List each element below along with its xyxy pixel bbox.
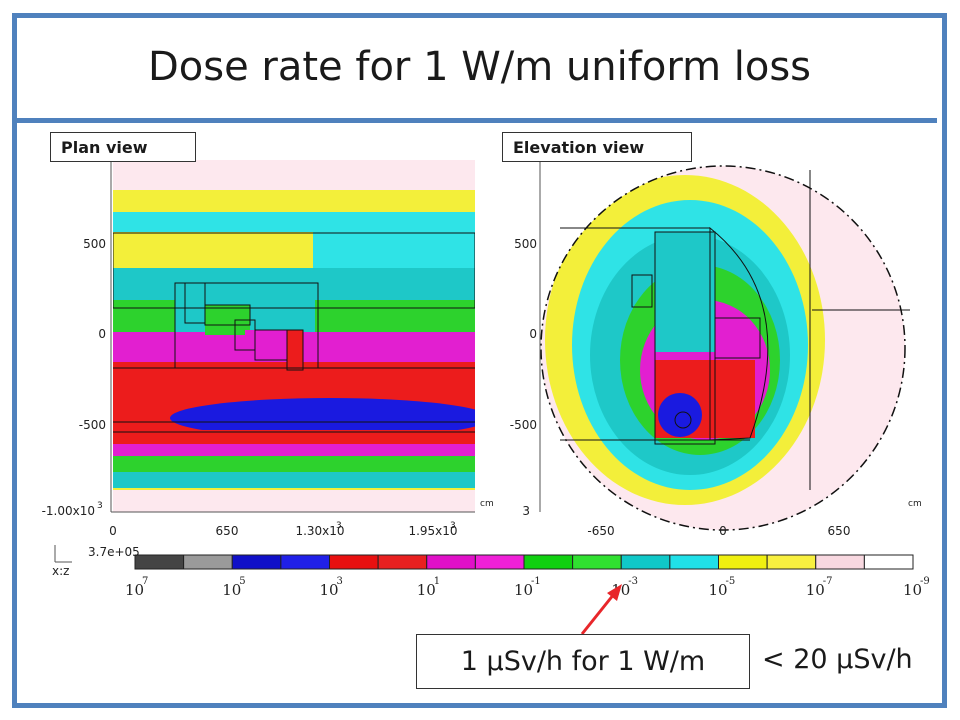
elevation-view-label: Elevation view <box>502 132 692 162</box>
elevation-view-ticks: 500 0 -500 3 -650 0 650 cm <box>510 237 922 538</box>
colorbar-tick-exponent: -7 <box>823 576 833 587</box>
colorbar-swatch <box>183 554 233 570</box>
slide-frame <box>12 13 947 708</box>
plan-ytick-minus1000: -1.00x10 <box>42 504 95 518</box>
colorbar-tick-exponent: 5 <box>239 576 245 587</box>
elev-xtick-0: 0 <box>719 524 727 538</box>
plan-unit: cm <box>480 499 494 509</box>
colorbar-swatch <box>329 554 379 570</box>
colorbar-swatch <box>572 554 622 570</box>
title-band <box>12 13 937 123</box>
colorbar-swatch <box>766 554 817 570</box>
elev-ytick-0: 0 <box>529 327 537 341</box>
plan-ytick-exp: 3 <box>97 501 103 511</box>
colorbar-swatch <box>620 554 671 570</box>
colorbar-swatch <box>523 554 574 570</box>
colorbar-tick-exponent: 1 <box>434 576 440 587</box>
colorbar-tick-exponent: 3 <box>337 576 343 587</box>
colorbar-swatch <box>863 554 914 570</box>
colorbar-swatch <box>474 554 525 570</box>
colorbar-swatch <box>377 554 428 570</box>
plan-view-label: Plan view <box>50 132 196 162</box>
colorbar-tick-exponent: -1 <box>531 576 541 587</box>
colorbar-swatch <box>231 554 282 570</box>
plan-xtick-650: 650 <box>216 524 239 538</box>
dose-limit-text: < 20 μSv/h <box>762 644 913 675</box>
colorbar-tick-base: 10 <box>514 581 533 599</box>
elev-ytick-500: 500 <box>514 237 537 251</box>
colorbar-tick-base: 10 <box>903 581 922 599</box>
plan-xtick-0: 0 <box>109 524 117 538</box>
callout-arrow <box>580 584 622 635</box>
elev-ytick-minus500: -500 <box>510 418 537 432</box>
colorbar-swatch <box>669 554 719 570</box>
plan-view-ticks: 500 0 -500 -1.00x10 3 0 650 1.30x10 3 1.… <box>42 237 494 538</box>
colorbar-tick-exponent: 7 <box>142 576 148 587</box>
colorbar-tick-base: 10 <box>222 581 241 599</box>
elevation-view-plot <box>540 160 910 531</box>
plan-xtick-1950-exp: 3 <box>450 521 456 531</box>
colorbar-tick-base: 10 <box>709 581 728 599</box>
dose-callout-box: 1 μSv/h for 1 W/m <box>416 634 750 689</box>
colorbar-tick-base: 10 <box>417 581 436 599</box>
colorbar-swatch <box>815 554 865 570</box>
elev-ytick-edge: 3 <box>522 504 530 518</box>
colorbar <box>134 554 914 570</box>
plan-ytick-minus500: -500 <box>79 418 106 432</box>
slide-title: Dose rate for 1 W/m uniform loss <box>147 44 812 90</box>
colorbar-tick-exponent: -9 <box>920 576 930 587</box>
elev-xtick-minus650: -650 <box>587 524 614 538</box>
plan-ytick-500: 500 <box>83 237 106 251</box>
plan-ytick-0: 0 <box>98 327 106 341</box>
colorbar-tick-base: 10 <box>125 581 144 599</box>
colorbar-swatch <box>426 554 476 570</box>
elev-xtick-650: 650 <box>828 524 851 538</box>
elev-unit: cm <box>908 499 922 509</box>
colorbar-tick-labels: 107 105 103 101 10-1 10-3 10-5 10-7 10-9 <box>125 576 930 599</box>
plan-xtick-1300: 1.30x10 <box>295 524 344 538</box>
svg-text:x:z: x:z <box>52 564 69 578</box>
colorbar-axis-icon: x:z <box>52 545 72 578</box>
colorbar-max-value: 3.7e+05 <box>88 545 140 559</box>
colorbar-tick-exponent: -5 <box>726 576 736 587</box>
colorbar-swatch <box>718 554 768 570</box>
plan-xtick-1950: 1.95x10 <box>408 524 457 538</box>
plan-xtick-1300-exp: 3 <box>336 521 342 531</box>
colorbar-tick-base: 10 <box>320 581 339 599</box>
plan-view-axes <box>110 160 475 513</box>
colorbar-tick-exponent: -3 <box>628 576 638 587</box>
colorbar-tick-base: 10 <box>806 581 825 599</box>
plan-view-plot <box>113 160 475 512</box>
colorbar-swatch <box>280 554 330 570</box>
colorbar-swatch <box>134 554 185 570</box>
